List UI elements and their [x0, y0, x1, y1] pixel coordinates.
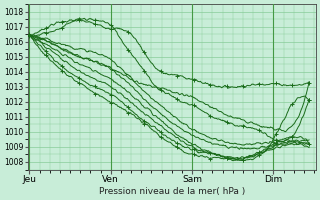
X-axis label: Pression niveau de la mer( hPa ): Pression niveau de la mer( hPa ): [99, 187, 245, 196]
